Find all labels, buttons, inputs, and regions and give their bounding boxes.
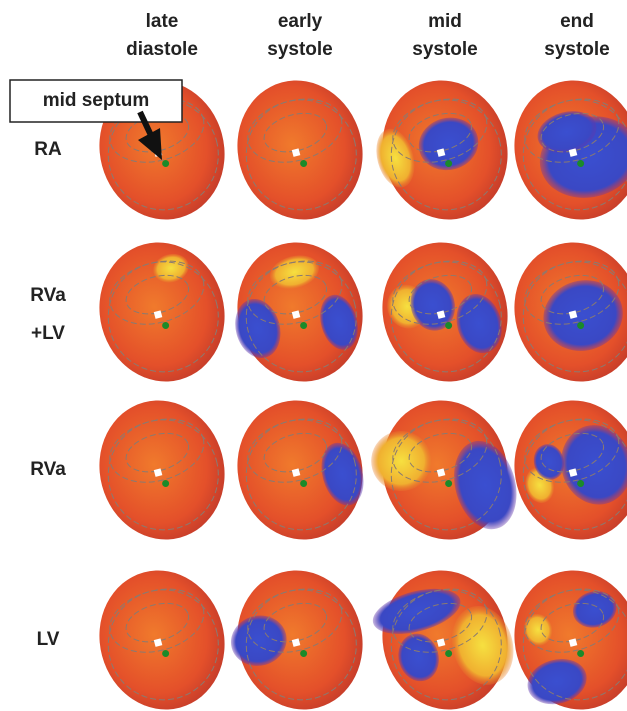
column-header: systole [412, 39, 477, 60]
figure: late diastole early systole mid systole end sys… [0, 0, 627, 711]
callout-label: mid septum [43, 90, 150, 111]
heart-map [364, 556, 526, 711]
heart-map [499, 556, 627, 711]
heart-map [84, 386, 240, 553]
heart-map [499, 228, 627, 395]
column-header: end [560, 11, 594, 32]
column-header: systole [267, 39, 332, 60]
column-header: early [278, 11, 323, 32]
heart-map [217, 228, 378, 397]
row-label: RA [34, 139, 62, 160]
heart-map [84, 228, 240, 395]
heart-map [84, 556, 240, 711]
heart-map [359, 386, 526, 556]
column-header: mid [428, 11, 462, 32]
column-header: late [146, 11, 179, 32]
row-label: +LV [31, 323, 65, 344]
row-label: RVa [30, 285, 66, 306]
heart-map [222, 386, 378, 553]
heart-map [499, 66, 627, 233]
row-label: LV [37, 629, 60, 650]
column-header: diastole [126, 39, 198, 60]
column-header: systole [544, 39, 609, 60]
row-label: RVa [30, 459, 66, 480]
heart-body [84, 556, 240, 711]
heart-map [499, 386, 627, 553]
heart-map [361, 66, 523, 235]
heart-map [216, 556, 378, 711]
heart-map [367, 228, 523, 395]
heart-map [222, 66, 378, 233]
